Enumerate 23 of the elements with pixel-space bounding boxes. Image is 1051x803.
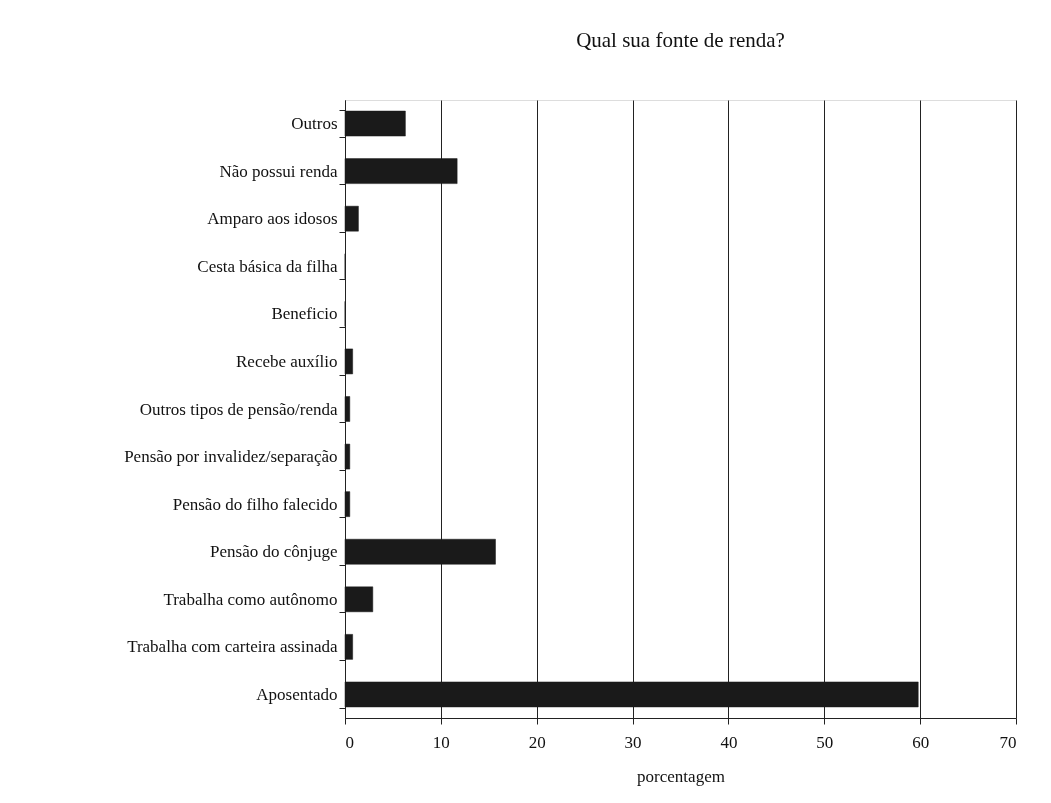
x-tick-label: 20	[528, 732, 546, 752]
x-tick-label: 50	[816, 732, 834, 752]
y-tick-label: Trabalha como autônomo	[163, 589, 338, 609]
y-tick-label: Pensão por invalidez/separação	[124, 447, 338, 467]
y-tick-label: Amparo aos idosos	[207, 209, 338, 229]
y-tick-label: Cesta básica da filha	[197, 256, 338, 276]
x-tick-label: 60	[912, 732, 930, 752]
x-tick-label: 0	[345, 732, 354, 752]
chart-title: Qual sua fonte de renda?	[576, 28, 785, 52]
x-tick-label: 10	[432, 732, 450, 752]
y-tick-label: Outros	[291, 114, 338, 134]
x-axis-title: porcentagem	[637, 766, 725, 786]
y-tick-label: Beneficio	[271, 304, 338, 324]
y-tick-label: Recebe auxílio	[236, 351, 338, 371]
y-tick-label: Pensão do cônjuge	[210, 542, 338, 562]
y-tick-label: Pensão do filho falecido	[172, 494, 338, 514]
y-tick-label: Aposentado	[256, 684, 338, 704]
y-tick-label: Trabalha com carteira assinada	[127, 637, 338, 657]
x-tick-label: 70	[999, 732, 1017, 752]
y-tick-label: Não possui renda	[219, 161, 338, 181]
x-tick-label: 30	[624, 732, 642, 752]
y-tick-label: Outros tipos de pensão/renda	[139, 399, 338, 419]
x-tick-label: 40	[720, 732, 738, 752]
